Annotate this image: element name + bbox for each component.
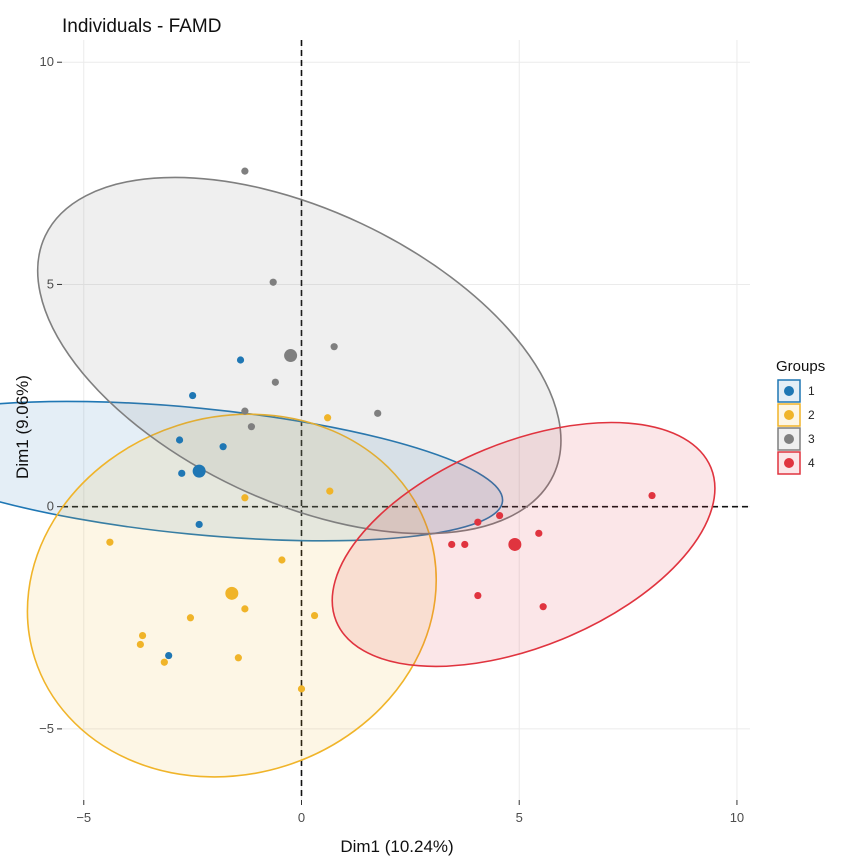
y-tick-label: −5 (39, 721, 54, 736)
point-group-2 (324, 414, 332, 422)
point-group-4 (448, 540, 456, 549)
x-tick-label: 5 (516, 810, 523, 825)
chart-title: Individuals - FAMD (62, 16, 221, 37)
point-group-2 (297, 685, 306, 693)
ellipse-group-3 (36, 176, 562, 535)
legend-label-group-3: 3 (808, 432, 815, 446)
point-group-4 (539, 603, 547, 611)
point-group-3 (374, 409, 382, 417)
point-group-2 (278, 556, 286, 564)
point-group-3 (241, 407, 249, 415)
point-group-2 (241, 494, 249, 502)
y-tick-label: 10 (40, 54, 54, 69)
point-group-4 (474, 518, 482, 526)
point-layer (106, 167, 656, 693)
point-group-3 (269, 278, 277, 286)
point-group-4 (648, 491, 656, 500)
point-group-2 (186, 614, 195, 622)
x-tick-label: 0 (298, 810, 305, 825)
legend: Groups 1 2 3 4 (776, 358, 825, 475)
center-group-2 (225, 586, 239, 600)
point-group-1 (195, 520, 203, 529)
point-group-1 (175, 436, 184, 444)
legend-dot-group-1 (784, 386, 794, 396)
point-group-1 (189, 391, 197, 400)
point-group-4 (474, 591, 482, 600)
axis-layer: −5 0 5 10 −5 0 5 10 (39, 54, 744, 825)
point-group-4 (461, 540, 469, 549)
legend-label-group-1: 1 (808, 384, 815, 398)
point-group-4 (535, 529, 543, 537)
point-group-3 (271, 378, 279, 386)
point-group-2 (106, 538, 114, 546)
legend-dot-group-2 (784, 410, 794, 420)
center-group-4 (508, 537, 522, 551)
x-axis-label: Dim1 (10.24%) (340, 837, 453, 856)
point-group-1 (219, 443, 227, 451)
point-group-2 (160, 658, 168, 666)
panel-background (62, 40, 750, 800)
point-group-1 (236, 356, 245, 364)
legend-title: Groups (776, 358, 825, 375)
point-group-3 (330, 343, 338, 351)
x-tick-label: 10 (730, 810, 744, 825)
legend-dot-group-3 (784, 434, 794, 444)
point-group-3 (247, 423, 256, 431)
point-group-1 (178, 469, 186, 477)
ellipse-group-4 (331, 421, 716, 668)
legend-dot-group-4 (784, 458, 794, 468)
center-group-3 (284, 349, 298, 363)
y-tick-label: 0 (47, 499, 54, 514)
point-group-2 (326, 487, 334, 495)
point-group-1 (165, 651, 173, 660)
point-group-2 (136, 640, 144, 649)
legend-label-group-2: 2 (808, 408, 815, 422)
point-group-4 (496, 511, 504, 520)
point-group-3 (241, 167, 249, 175)
point-group-2 (241, 605, 249, 613)
point-group-2 (138, 631, 147, 640)
legend-label-group-4: 4 (808, 456, 815, 470)
point-group-2 (234, 654, 242, 662)
y-axis-label: Dim1 (9.06%) (13, 375, 32, 479)
point-group-2 (310, 611, 319, 620)
x-tick-label: −5 (76, 810, 91, 825)
center-group-1 (192, 464, 206, 478)
y-tick-label: 5 (47, 276, 54, 291)
